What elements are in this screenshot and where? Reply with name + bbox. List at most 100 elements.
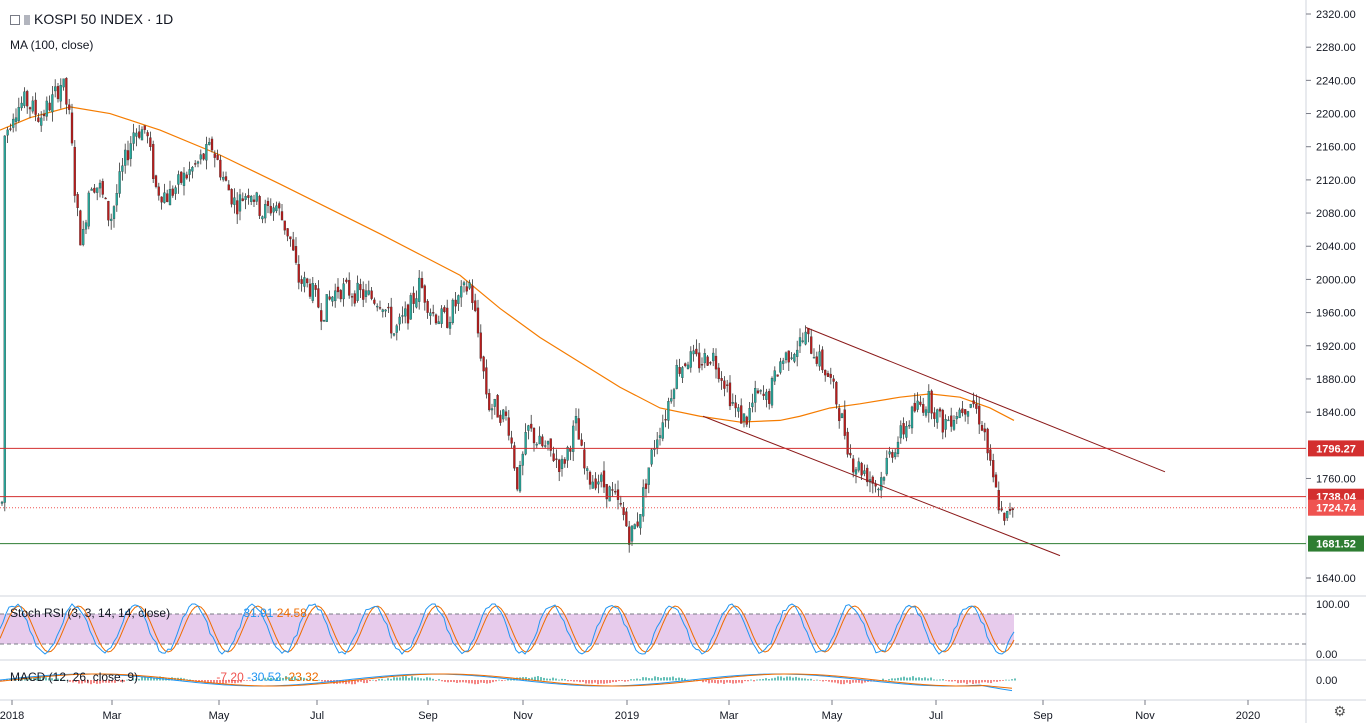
macd-histogram-bar xyxy=(132,678,134,681)
macd-histogram-bar xyxy=(729,680,731,683)
level-tag xyxy=(1308,535,1364,552)
price-tick-label: 1640.00 xyxy=(1316,573,1356,585)
macd-histogram-bar xyxy=(552,677,554,681)
candle-body xyxy=(135,132,138,137)
macd-histogram-bar xyxy=(951,680,953,682)
macd-histogram-bar xyxy=(585,680,587,684)
candle-body xyxy=(166,193,169,203)
macd-histogram-bar xyxy=(741,680,743,684)
macd-histogram-bar xyxy=(942,679,944,681)
candle-body xyxy=(493,399,496,407)
macd-histogram-bar xyxy=(588,680,590,684)
candle-body xyxy=(457,295,460,304)
collapse-icon[interactable] xyxy=(10,15,20,25)
macd-histogram-bar xyxy=(69,680,71,682)
macd-histogram-bar xyxy=(423,678,425,681)
macd-histogram-bar xyxy=(447,680,449,683)
macd-histogram-bar xyxy=(399,677,401,681)
macd-histogram-bar xyxy=(216,680,218,684)
candle-body xyxy=(17,107,20,121)
macd-histogram-bar xyxy=(81,680,83,684)
macd-histogram-bar xyxy=(87,680,89,684)
macd-histogram-bar xyxy=(1008,679,1010,681)
level-tag xyxy=(1308,499,1364,516)
stoch-legend[interactable]: Stoch RSI (3, 3, 14, 14, close) 31.91 24… xyxy=(10,606,307,620)
macd-histogram-bar xyxy=(864,680,866,683)
macd-histogram-bar xyxy=(795,676,797,681)
candle-body xyxy=(404,308,407,317)
macd-histogram-bar xyxy=(612,680,614,683)
macd-histogram-bar xyxy=(54,679,56,681)
macd-histogram-bar xyxy=(834,680,836,683)
macd-histogram-bar xyxy=(231,680,233,684)
candle-body xyxy=(947,419,950,422)
candle-body xyxy=(129,143,132,159)
macd-histogram-bar xyxy=(567,680,569,682)
macd-histogram-bar xyxy=(576,680,578,682)
time-tick-label: Jul xyxy=(929,710,943,722)
candle-body xyxy=(297,264,300,283)
candle-body xyxy=(636,521,639,527)
candle-body xyxy=(264,204,267,219)
macd-histogram-bar xyxy=(828,680,830,682)
candle-body xyxy=(350,296,354,298)
macd-hist-value: -7.20 xyxy=(216,670,244,684)
macd-histogram-bar xyxy=(885,680,887,681)
macd-histogram-bar xyxy=(501,680,503,682)
time-axis[interactable]: 2018 Mar May Jul Sep Nov 2019 Mar May Jul Sep Nov 20… xyxy=(0,700,1260,722)
candle-body xyxy=(194,163,197,165)
candle-body xyxy=(810,336,813,354)
flag-icon xyxy=(24,15,30,25)
macd-histogram-bar xyxy=(201,680,203,682)
macd-histogram-bar xyxy=(411,676,413,681)
macd-histogram-bar xyxy=(717,680,719,684)
macd-histogram-bar xyxy=(126,679,128,681)
macd-histogram-bar xyxy=(144,676,146,681)
macd-histogram-bar xyxy=(315,680,317,681)
candle-body xyxy=(731,402,734,404)
candle-body xyxy=(821,349,824,371)
macd-histogram-bar xyxy=(393,677,395,681)
candle-body xyxy=(373,299,376,304)
candle-body xyxy=(611,489,614,491)
macd-histogram-bar xyxy=(258,678,260,681)
price-tick-label: 2320.00 xyxy=(1316,9,1356,21)
candle-body xyxy=(924,409,928,416)
candle-body xyxy=(121,165,124,172)
candle-body xyxy=(101,181,104,195)
macd-histogram-bar xyxy=(849,680,851,684)
macd-histogram-bar xyxy=(561,678,563,681)
candle-body xyxy=(12,118,15,128)
macd-histogram-bar xyxy=(363,680,365,684)
macd-legend[interactable]: MACD (12, 26, close, 9) -7.20 -30.52 -23… xyxy=(10,670,319,684)
candle-body xyxy=(241,198,244,201)
settings-gear-icon[interactable]: ⚙ xyxy=(1333,703,1346,719)
price-tick-label: 1880.00 xyxy=(1316,374,1356,386)
symbol-legend[interactable]: KOSPI 50 INDEX · 1D xyxy=(10,11,173,27)
candle-body xyxy=(885,457,888,475)
ma-legend[interactable]: MA (100, close) xyxy=(10,38,93,52)
candle-body xyxy=(62,78,65,88)
candle-body xyxy=(983,428,986,433)
candle-body xyxy=(420,278,424,288)
macd-histogram-bar xyxy=(972,680,974,685)
price-axis[interactable]: 2320.00 2280.00 2240.00 2200.00 2160.00 2120.… xyxy=(1306,9,1356,687)
candle-body xyxy=(432,312,435,314)
candle-body xyxy=(34,99,37,115)
macd-histogram-bar xyxy=(642,677,644,681)
macd-histogram-bar xyxy=(999,680,1001,682)
candle-body xyxy=(387,306,390,309)
macd-histogram-bar xyxy=(753,680,755,682)
candle-body xyxy=(362,289,365,300)
macd-histogram-bar xyxy=(465,680,467,683)
price-tick-label: 2280.00 xyxy=(1316,42,1356,54)
candle-body xyxy=(916,400,919,410)
candle-body xyxy=(143,125,146,130)
macd-histogram-bar xyxy=(768,679,770,681)
candle-body xyxy=(488,393,491,411)
candle-body xyxy=(118,171,121,194)
candle-body xyxy=(572,425,575,452)
macd-histogram-bar xyxy=(666,677,668,681)
candle-body xyxy=(126,150,130,161)
